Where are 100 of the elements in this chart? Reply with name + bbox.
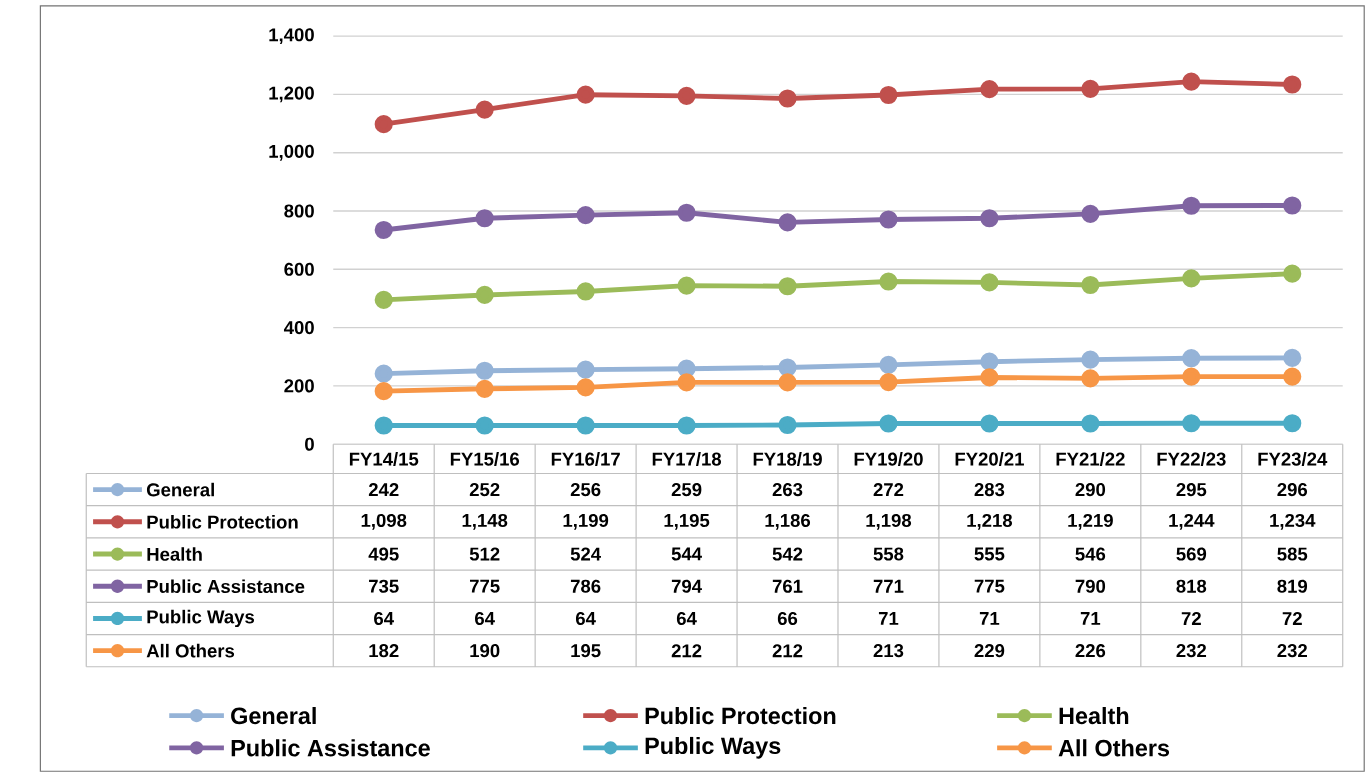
- point: [980, 209, 999, 228]
- point: [374, 381, 393, 401]
- y-tick-label: 200: [284, 379, 314, 393]
- point: [1182, 367, 1201, 386]
- data-label: 64: [475, 611, 495, 625]
- point: [980, 368, 999, 387]
- data-label: 775: [974, 579, 1005, 593]
- data-label: 66: [777, 611, 798, 625]
- y-tick-label: 0: [305, 437, 314, 451]
- data-label: 1,234: [1270, 513, 1316, 530]
- point: [1283, 196, 1302, 215]
- data-label: 585: [1277, 547, 1308, 561]
- data-label: 290: [1075, 482, 1106, 497]
- point: [879, 372, 898, 392]
- point: [576, 282, 595, 301]
- data-label: 190: [470, 644, 500, 658]
- point: [677, 203, 696, 222]
- data-label: 259: [671, 482, 702, 497]
- point: [778, 415, 797, 434]
- data-label: 72: [1282, 611, 1302, 625]
- point: [374, 114, 393, 134]
- point: [1081, 414, 1100, 433]
- data-label: 546: [1075, 547, 1106, 561]
- data-label: 72: [1181, 611, 1201, 625]
- legend-label: Public Ways: [147, 609, 255, 628]
- data-label: 295: [1176, 482, 1207, 497]
- data-label: 1,244: [1169, 513, 1215, 530]
- data-label: 794: [671, 579, 702, 593]
- data-label: 64: [374, 611, 394, 625]
- legend-label: Public Assistance: [147, 579, 305, 593]
- point: [576, 416, 595, 435]
- data-label: 226: [1075, 644, 1106, 658]
- point: [1081, 204, 1100, 223]
- data-label: 775: [470, 579, 500, 593]
- point: [1182, 269, 1201, 288]
- point: [778, 358, 797, 377]
- data-label: 542: [772, 547, 803, 561]
- data-label: 212: [671, 644, 702, 658]
- point: [1283, 414, 1302, 433]
- data-label: 283: [974, 482, 1005, 497]
- text: All Others: [1058, 739, 1170, 757]
- point: [576, 205, 595, 225]
- data-label: 1,218: [967, 513, 1013, 530]
- data-label: 232: [1176, 644, 1207, 658]
- point: [980, 273, 999, 292]
- point: [1081, 350, 1100, 369]
- point: [374, 364, 393, 383]
- data-label: 296: [1277, 482, 1308, 497]
- point: [677, 359, 696, 378]
- data-label: 252: [469, 482, 500, 497]
- x-tick-label: FY16/17: [551, 451, 620, 466]
- text: Health: [1059, 706, 1129, 725]
- point: [1182, 414, 1201, 433]
- point: [879, 414, 898, 433]
- data-label: 761: [772, 579, 803, 593]
- data-label: 212: [772, 644, 803, 658]
- text: Public Protection: [645, 706, 836, 725]
- point: [1283, 264, 1302, 283]
- point: [475, 209, 494, 228]
- data-label: 256: [570, 482, 601, 497]
- data-label: 1,199: [563, 513, 609, 530]
- point: [778, 213, 797, 232]
- data-label: 1,198: [866, 513, 912, 530]
- point: [1081, 79, 1100, 98]
- point: [980, 352, 999, 371]
- x-tick-label: FY14/15: [349, 451, 419, 466]
- data-label: 819: [1277, 579, 1308, 593]
- x-tick-label: FY18/19: [753, 451, 822, 466]
- data-label: 569: [1176, 547, 1207, 561]
- data-label: 232: [1277, 644, 1307, 658]
- point: [475, 416, 494, 435]
- data-label: 512: [469, 547, 500, 561]
- point: [677, 373, 696, 392]
- point: [1182, 349, 1201, 368]
- text: Public Ways: [645, 736, 781, 759]
- data-label: 1,219: [1068, 513, 1113, 530]
- data-label: 1,098: [361, 513, 407, 530]
- legend-label: Health: [147, 547, 202, 561]
- point: [1283, 75, 1302, 94]
- y-tick-label: 400: [283, 320, 314, 335]
- legend-label: Public Protection: [147, 514, 298, 529]
- data-label: 818: [1176, 579, 1207, 593]
- data-label: 524: [570, 547, 601, 561]
- data-label: 213: [873, 644, 904, 658]
- point: [576, 378, 595, 397]
- legend-label: All Others: [146, 643, 235, 658]
- x-tick-label: FY23/24: [1258, 451, 1328, 466]
- data-label: 1,186: [765, 513, 811, 530]
- point: [374, 416, 393, 435]
- point: [475, 285, 494, 304]
- data-label: 182: [369, 644, 399, 658]
- point: [677, 276, 696, 295]
- point: [879, 85, 898, 104]
- point: [576, 360, 595, 379]
- data-label: 1,195: [664, 513, 710, 530]
- point: [1081, 275, 1100, 295]
- point: [1182, 196, 1201, 215]
- data-label: 71: [1080, 611, 1101, 625]
- y-tick-label: 1,200: [269, 86, 314, 103]
- point: [576, 85, 595, 104]
